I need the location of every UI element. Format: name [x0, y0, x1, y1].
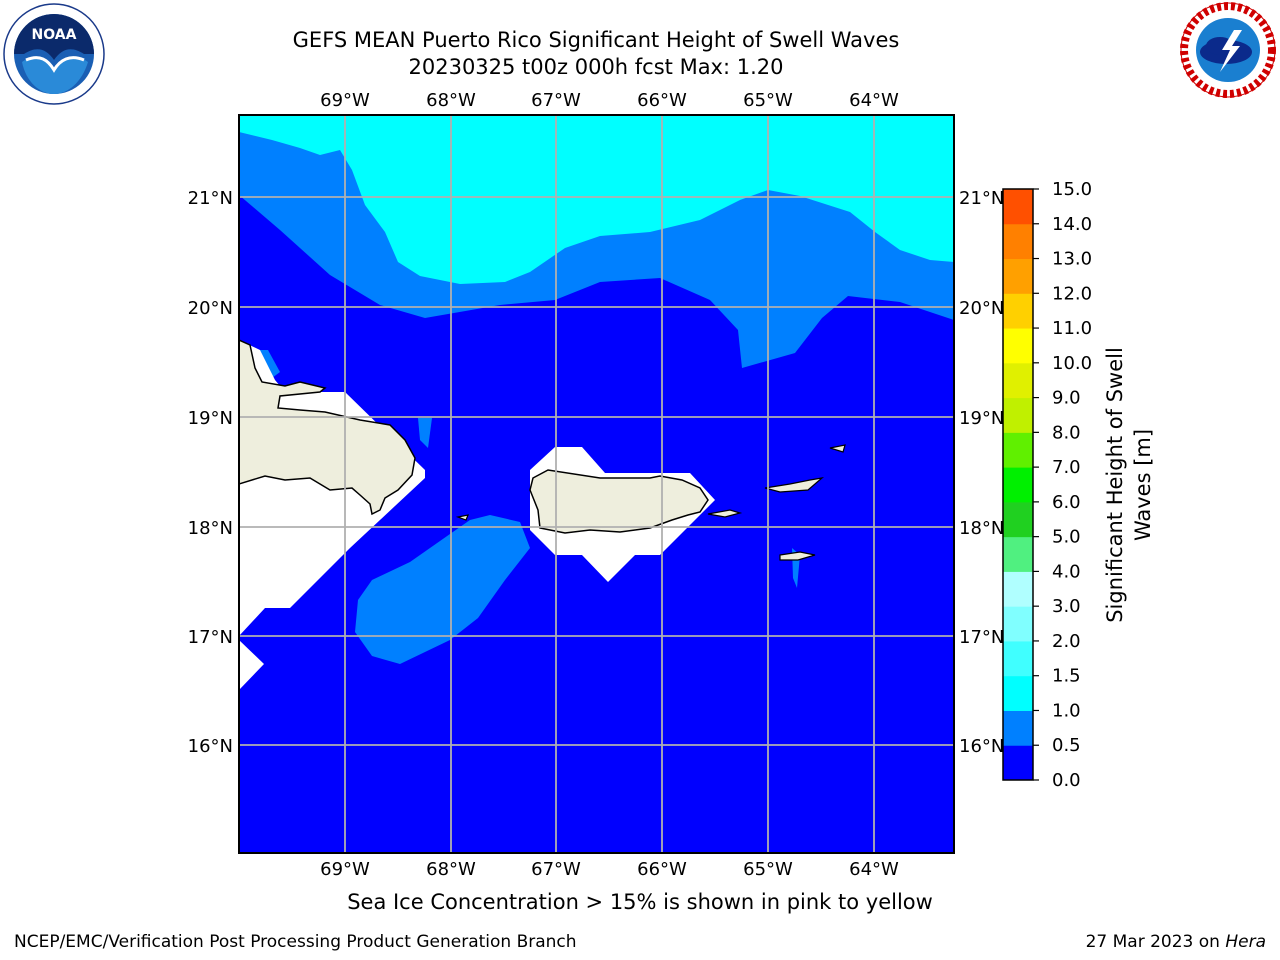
colorbar-segment-0 [1003, 745, 1033, 781]
colorbar-tick-label-1: 0.5 [1052, 735, 1081, 756]
colorbar-segment-10 [1003, 397, 1033, 433]
lat-label-right-18: 18°N [959, 518, 1004, 539]
lon-label-bottom-68: 68°W [426, 859, 476, 880]
colorbar-segment-5 [1003, 571, 1033, 607]
lat-label-right-20: 20°N [959, 298, 1004, 319]
lat-label-left-19: 19°N [188, 408, 233, 429]
colorbar-segment-9 [1003, 432, 1033, 468]
sea-ice-note: Sea Ice Concentration > 15% is shown in … [347, 890, 933, 914]
colorbar-label-line2: Waves [m] [1131, 429, 1155, 541]
colorbar-segment-1 [1003, 710, 1033, 746]
lon-label-bottom-65: 65°W [743, 859, 793, 880]
lon-label-top-68: 68°W [426, 90, 476, 111]
land-mona [455, 514, 469, 521]
nws-logo [1180, 2, 1276, 98]
swell-1.0-1.5-north [239, 115, 954, 284]
lat-label-right-17: 17°N [959, 627, 1004, 648]
lat-label-right-21: 21°N [959, 188, 1004, 209]
colorbar-tick-label-7: 5.0 [1052, 527, 1081, 548]
lat-label-left-16: 16°N [188, 736, 233, 757]
colorbar-tick-label-9: 7.0 [1052, 457, 1081, 478]
map-area [239, 115, 954, 853]
footer-date-text: 27 Mar 2023 on [1085, 932, 1226, 952]
lat-label-right-19: 19°N [959, 408, 1004, 429]
swell-0.5-1.0-south [355, 515, 530, 664]
colorbar-tick-label-0: 0.0 [1052, 770, 1081, 791]
colorbar-segment-7 [1003, 501, 1033, 538]
footer-machine: Hera [1225, 932, 1266, 952]
colorbar-segment-6 [1003, 536, 1033, 572]
footer-credit: NCEP/EMC/Verification Post Processing Pr… [14, 932, 577, 952]
colorbar-segment-3 [1003, 640, 1033, 677]
noaa-logo: NOAA [3, 3, 105, 105]
mask-hispaniola-tip [239, 640, 264, 690]
colorbar-tick-label-11: 9.0 [1052, 388, 1081, 409]
footer-date: 27 Mar 2023 on Hera [1086, 932, 1266, 952]
lon-label-bottom-69: 69°W [320, 859, 370, 880]
colorbar-tick-label-2: 1.0 [1052, 700, 1081, 721]
colorbar-segment-11 [1003, 362, 1033, 399]
lon-label-bottom-67: 67°W [531, 859, 581, 880]
colorbar-tick-label-4: 2.0 [1052, 631, 1081, 652]
colorbar-tick-label-3: 1.5 [1052, 666, 1081, 687]
colorbar-tick-label-14: 12.0 [1052, 283, 1092, 304]
colorbar-tick-label-10: 8.0 [1052, 422, 1081, 443]
colorbar-segment-4 [1003, 606, 1033, 642]
land-hispaniola [239, 339, 416, 516]
colorbar-frame [1002, 188, 1034, 781]
colorbar-tick-label-15: 13.0 [1052, 249, 1092, 270]
land-virgin-islands [764, 477, 825, 493]
lat-label-left-20: 20°N [188, 298, 233, 319]
land-vieques [707, 509, 743, 518]
lat-label-left-18: 18°N [188, 518, 233, 539]
chart-subtitle: 20230325 t00z 000h fcst Max: 1.20 [408, 55, 784, 79]
colorbar-tick-label-6: 4.0 [1052, 561, 1081, 582]
land-puerto-rico [529, 469, 709, 534]
lat-label-left-21: 21°N [188, 188, 233, 209]
land-st-croix [779, 551, 816, 561]
noaa-logo-text: NOAA [32, 27, 77, 43]
colorbar-tick-label-8: 6.0 [1052, 492, 1081, 513]
colorbar-segment-13 [1003, 293, 1033, 329]
colorbar-tick-label-13: 11.0 [1052, 318, 1092, 339]
colorbar-segment-12 [1003, 328, 1033, 364]
lon-label-top-64: 64°W [849, 90, 899, 111]
lon-label-top-67: 67°W [531, 90, 581, 111]
map-grid [239, 115, 954, 853]
colorbar-label-line1: Significant Height of Swell [1103, 347, 1127, 623]
land-anegada [829, 444, 846, 453]
lon-label-bottom-66: 66°W [637, 859, 687, 880]
lon-label-top-69: 69°W [320, 90, 370, 111]
lat-label-right-16: 16°N [959, 736, 1004, 757]
swell-blob-mona [418, 418, 432, 448]
colorbar-segment-15 [1003, 223, 1033, 260]
colorbar-tick-label-16: 14.0 [1052, 214, 1092, 235]
colorbar-segment-8 [1003, 467, 1033, 503]
map-frame [238, 114, 955, 854]
lon-label-top-66: 66°W [637, 90, 687, 111]
colorbar: 0.0 0.5 1.0 1.5 2.0 3.0 4.0 5.0 6.0 7.0 8.0 9.0 10.0… [1002, 179, 1092, 791]
colorbar-segment-14 [1003, 258, 1033, 294]
colorbar-tick-label-12: 10.0 [1052, 353, 1092, 374]
lon-label-top-65: 65°W [743, 90, 793, 111]
colorbar-segment-2 [1003, 675, 1033, 711]
lon-label-bottom-64: 64°W [849, 859, 899, 880]
chart-title: GEFS MEAN Puerto Rico Significant Height… [292, 28, 900, 52]
lat-label-left-17: 17°N [188, 627, 233, 648]
colorbar-tick-label-17: 15.0 [1052, 179, 1092, 200]
colorbar-tick-label-5: 3.0 [1052, 596, 1081, 617]
colorbar-segment-16 [1003, 189, 1033, 225]
